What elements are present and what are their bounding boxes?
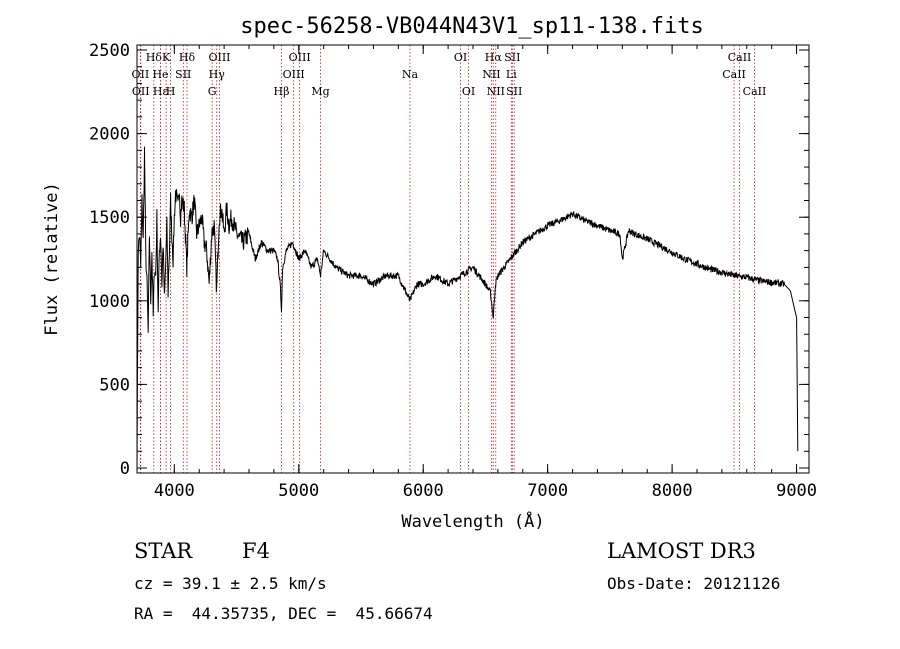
coordinates-readout: RA = 44.35735, DEC = 45.66674 — [134, 604, 433, 623]
line-label-3: K — [162, 51, 171, 64]
line-label-25: CaII — [728, 51, 752, 64]
y-tick-label-2: 1000 — [89, 292, 130, 312]
line-label-9: OIII — [208, 51, 230, 64]
line-label-21: NII — [482, 68, 500, 81]
line-label-16: Na — [402, 68, 419, 81]
x-axis-label: Wavelength (Å) — [401, 510, 544, 532]
line-label-17: OI — [454, 51, 467, 64]
line-label-5: Hε — [153, 85, 169, 98]
spectrum-line — [136, 146, 799, 474]
y-tick-label-1: 500 — [99, 375, 130, 395]
x-tick-label-3: 7000 — [527, 481, 568, 501]
line-label-23: NII — [487, 85, 505, 98]
x-tick-label-0: 4000 — [154, 481, 195, 501]
line-label-12: Hβ — [274, 85, 290, 98]
y-axis-label: Flux (relative) — [42, 182, 62, 336]
x-tick-label-1: 5000 — [278, 481, 319, 501]
spectral-subclass: F4 — [242, 539, 270, 563]
plot-frame — [136, 44, 810, 474]
line-label-24: SII — [506, 85, 522, 98]
line-label-0: Hδ — [146, 51, 163, 64]
line-label-7: H — [166, 85, 176, 98]
chart-title: spec-56258-VB044N43V1_sp11-138.fits — [240, 14, 704, 39]
line-label-18: OI — [462, 85, 475, 98]
line-label-10: Hγ — [209, 68, 226, 81]
line-label-2: OII — [132, 85, 150, 98]
axis-ticks: 4000 5000 6000 7000 8000 9000 0 500 1000 1500 2000… — [89, 41, 817, 501]
line-label-19: Hα — [485, 51, 503, 64]
y-tick-label-3: 1500 — [89, 208, 130, 228]
line-label-22: Li — [506, 68, 517, 81]
x-tick-label-5: 9000 — [776, 481, 817, 501]
line-label-13: OIII — [289, 51, 311, 64]
observation-date: Obs-Date: 20121126 — [607, 574, 781, 593]
line-label-11: G — [208, 85, 217, 98]
x-tick-label-4: 8000 — [652, 481, 693, 501]
spectrum-chart: spec-56258-VB044N43V1_sp11-138.fits Hδ OI… — [42, 14, 817, 532]
line-label-27: CaII — [743, 85, 767, 98]
survey-name: LAMOST DR3 — [607, 539, 756, 563]
y-tick-label-0: 0 — [120, 459, 130, 479]
line-label-8: Hδ — [179, 51, 196, 64]
spectrum-series — [136, 146, 799, 474]
redshift-readout: cz = 39.1 ± 2.5 km/s — [134, 574, 327, 593]
line-label-15: Mg — [311, 85, 329, 98]
object-type: STAR — [134, 539, 193, 563]
y-tick-label-4: 2000 — [89, 125, 130, 145]
line-label-14: OIII — [283, 68, 305, 81]
x-tick-label-2: 6000 — [403, 481, 444, 501]
line-label-20: SII — [504, 51, 520, 64]
line-label-26: CaII — [722, 68, 746, 81]
y-tick-label-5: 2500 — [89, 41, 130, 61]
line-label-6: SII — [175, 68, 191, 81]
plot-axes — [136, 44, 810, 474]
